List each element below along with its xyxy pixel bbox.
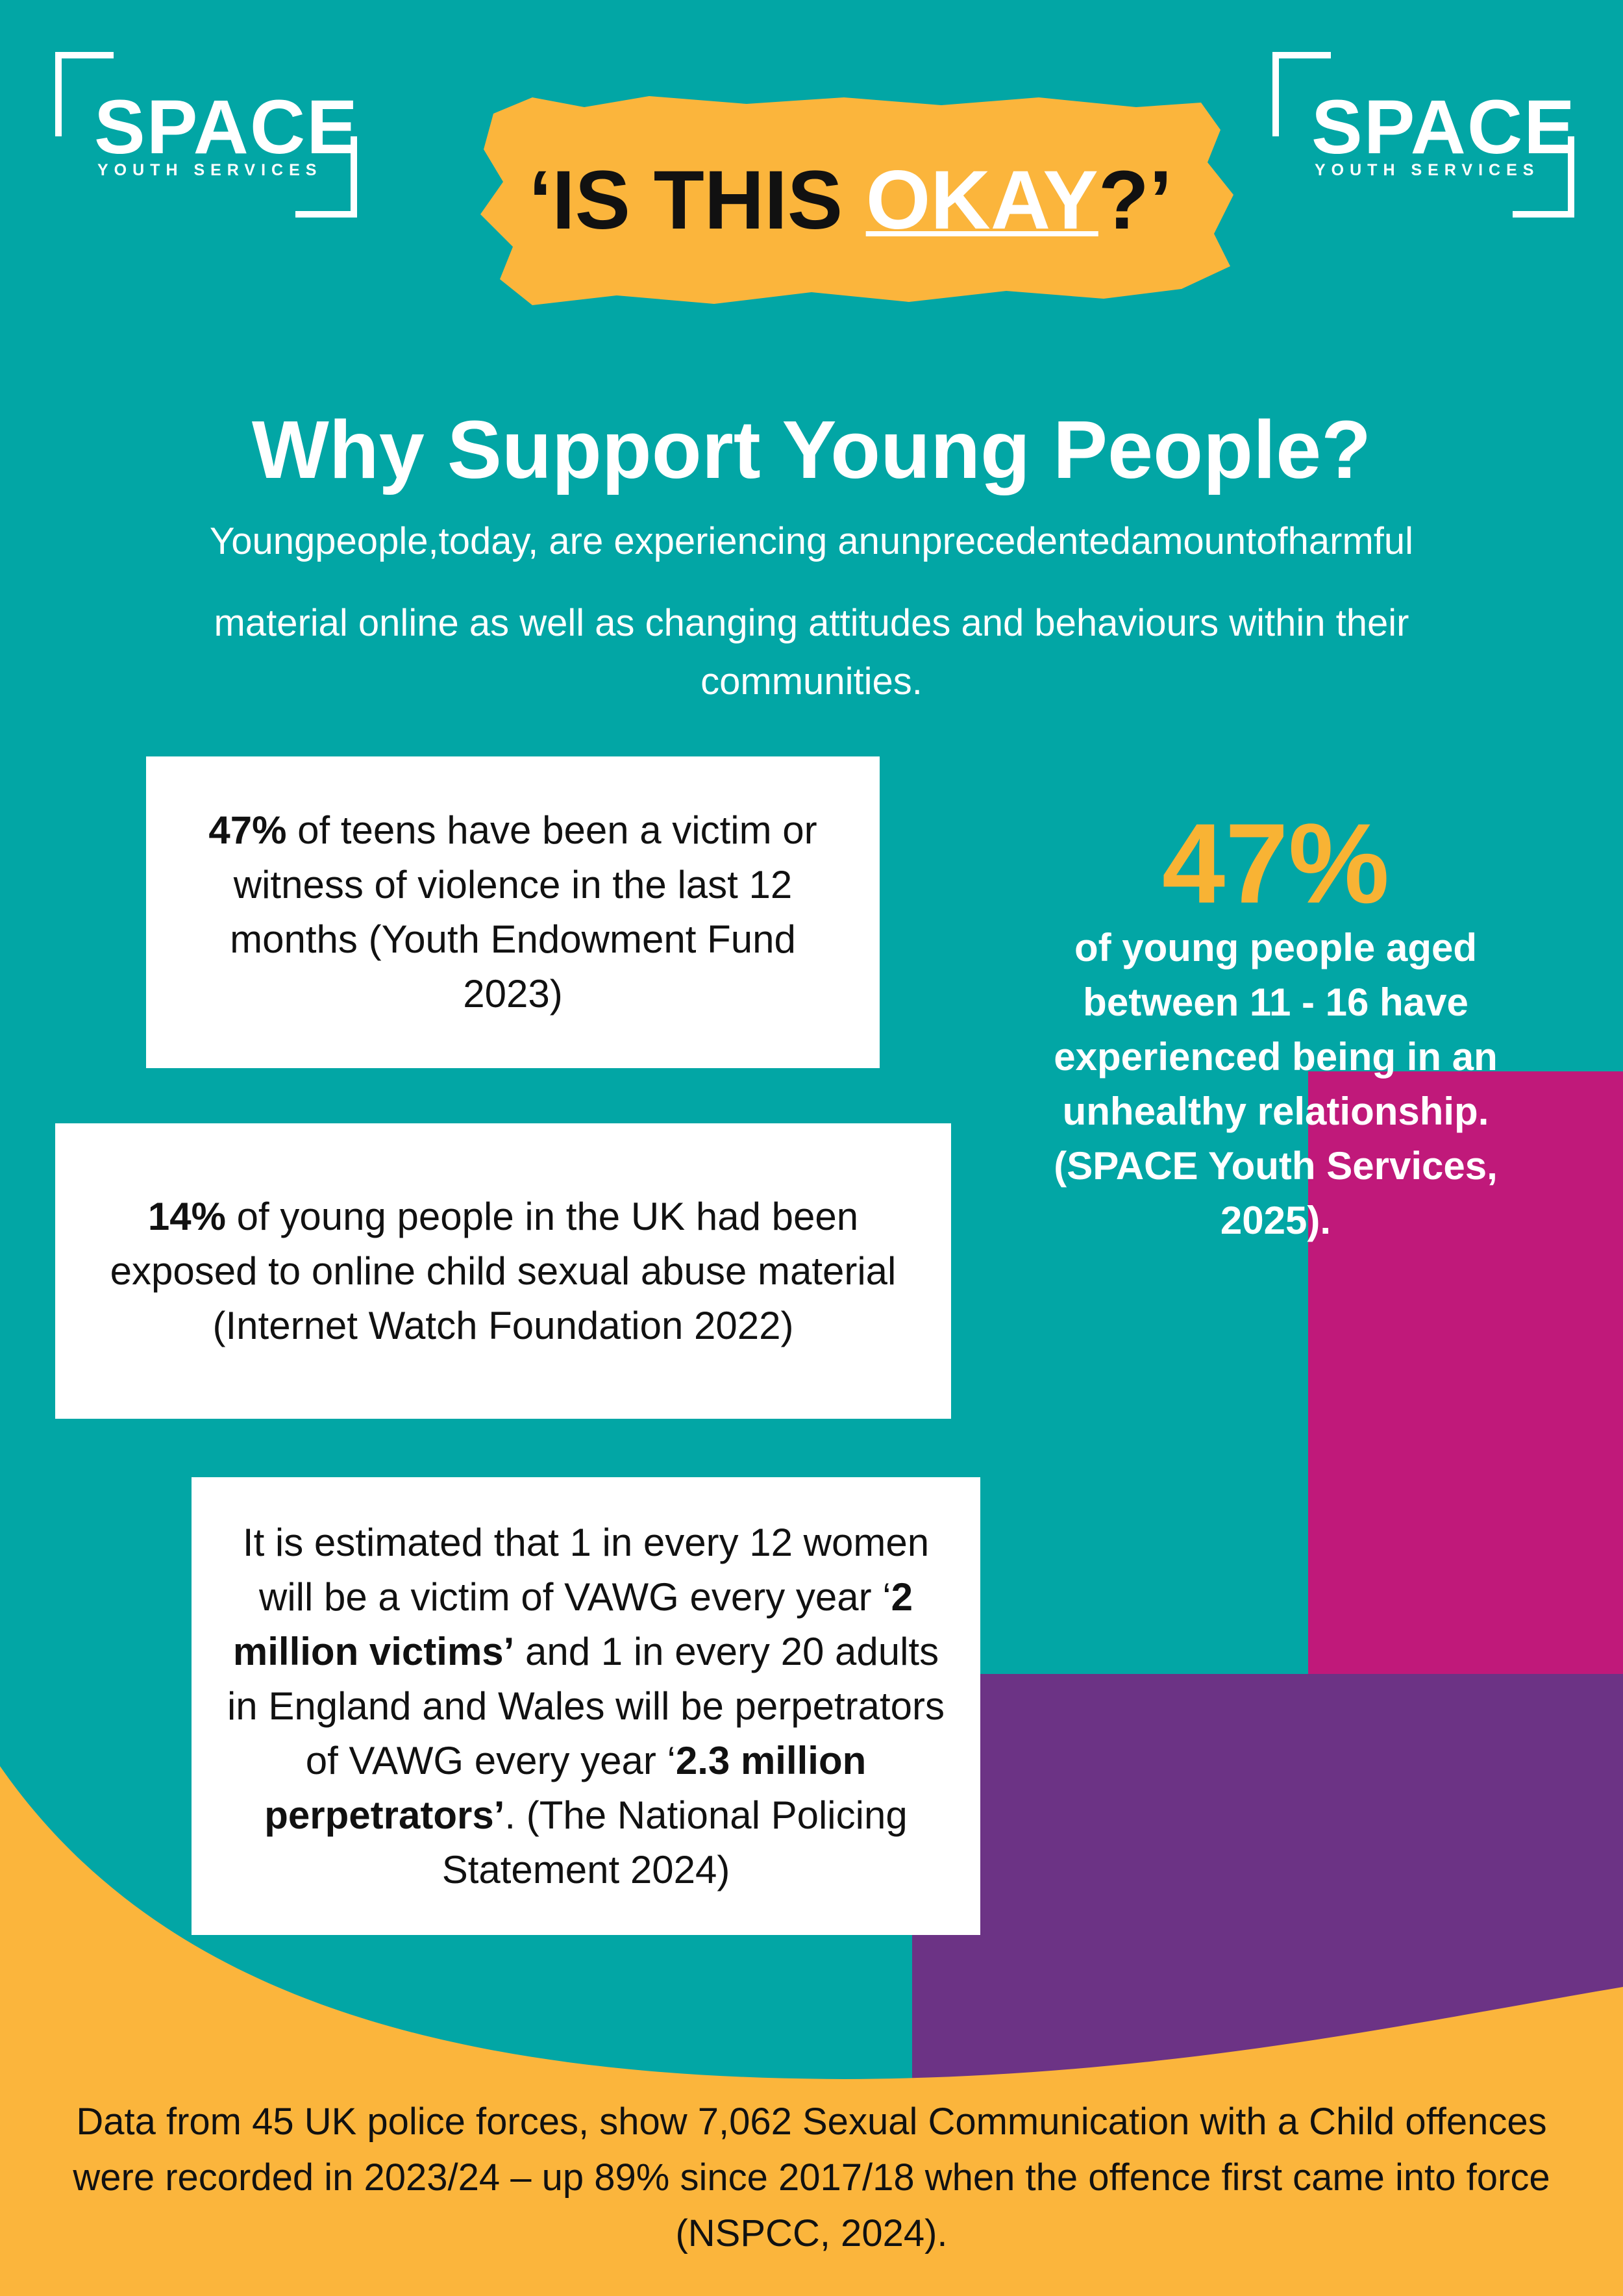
banner-title: ‘IS THIS OKAY?’ <box>454 153 1246 248</box>
fact-part: It is estimated that 1 in every 12 women… <box>242 1520 930 1619</box>
banner-text: ?’ <box>1098 154 1172 247</box>
pink-block <box>1308 1071 1623 1675</box>
intro-line: material online as well as changing atti… <box>214 602 1409 703</box>
banner-text: ‘IS THIS <box>528 154 866 247</box>
fact-box: It is estimated that 1 in every 12 women… <box>192 1477 980 1935</box>
banner-brush <box>480 96 1233 305</box>
yellow-wave <box>0 1766 1623 2296</box>
fact-text: 47% of teens have been a victim or witne… <box>179 803 847 1021</box>
fact-part: of young people in the UK had been expos… <box>110 1194 897 1347</box>
logo-tagline: YOUTH SERVICES <box>1315 161 1540 179</box>
fact-text: 14% of young people in the UK had been e… <box>101 1190 906 1353</box>
fact-part: . (The National Policing Statement 2024) <box>441 1793 908 1891</box>
logo-name: SPACE <box>94 84 359 170</box>
stat-text: of young people aged between 11 - 16 hav… <box>1054 926 1498 1242</box>
intro-line: Youngpeople,today, are experiencing anun… <box>209 520 1414 562</box>
logo-name: SPACE <box>1311 84 1576 170</box>
fact-box: 47% of teens have been a victim or witne… <box>146 756 880 1068</box>
heading: Why Support Young People? <box>251 404 1372 495</box>
fact-box: 14% of young people in the UK had been e… <box>55 1123 951 1419</box>
fact-part: 2.3 million perpetrators’ <box>264 1738 867 1837</box>
footer-text: Data from 45 UK police forces, show 7,06… <box>73 2101 1550 2254</box>
logo-brackets <box>55 52 1574 218</box>
fact-part: 2 million victims’ <box>232 1575 913 1673</box>
banner-highlight: OKAY <box>865 154 1098 247</box>
logo-tagline: YOUTH SERVICES <box>97 161 323 179</box>
fact-text: It is estimated that 1 in every 12 women… <box>224 1516 948 1897</box>
fact-part: of teens have been a victim or witness o… <box>230 808 817 1016</box>
stat-figure: 47% <box>1161 801 1390 927</box>
fact-part: and 1 in every 20 adults in England and … <box>227 1629 945 1782</box>
fact-part: 14% <box>147 1194 226 1238</box>
fact-part: 47% <box>208 808 287 852</box>
